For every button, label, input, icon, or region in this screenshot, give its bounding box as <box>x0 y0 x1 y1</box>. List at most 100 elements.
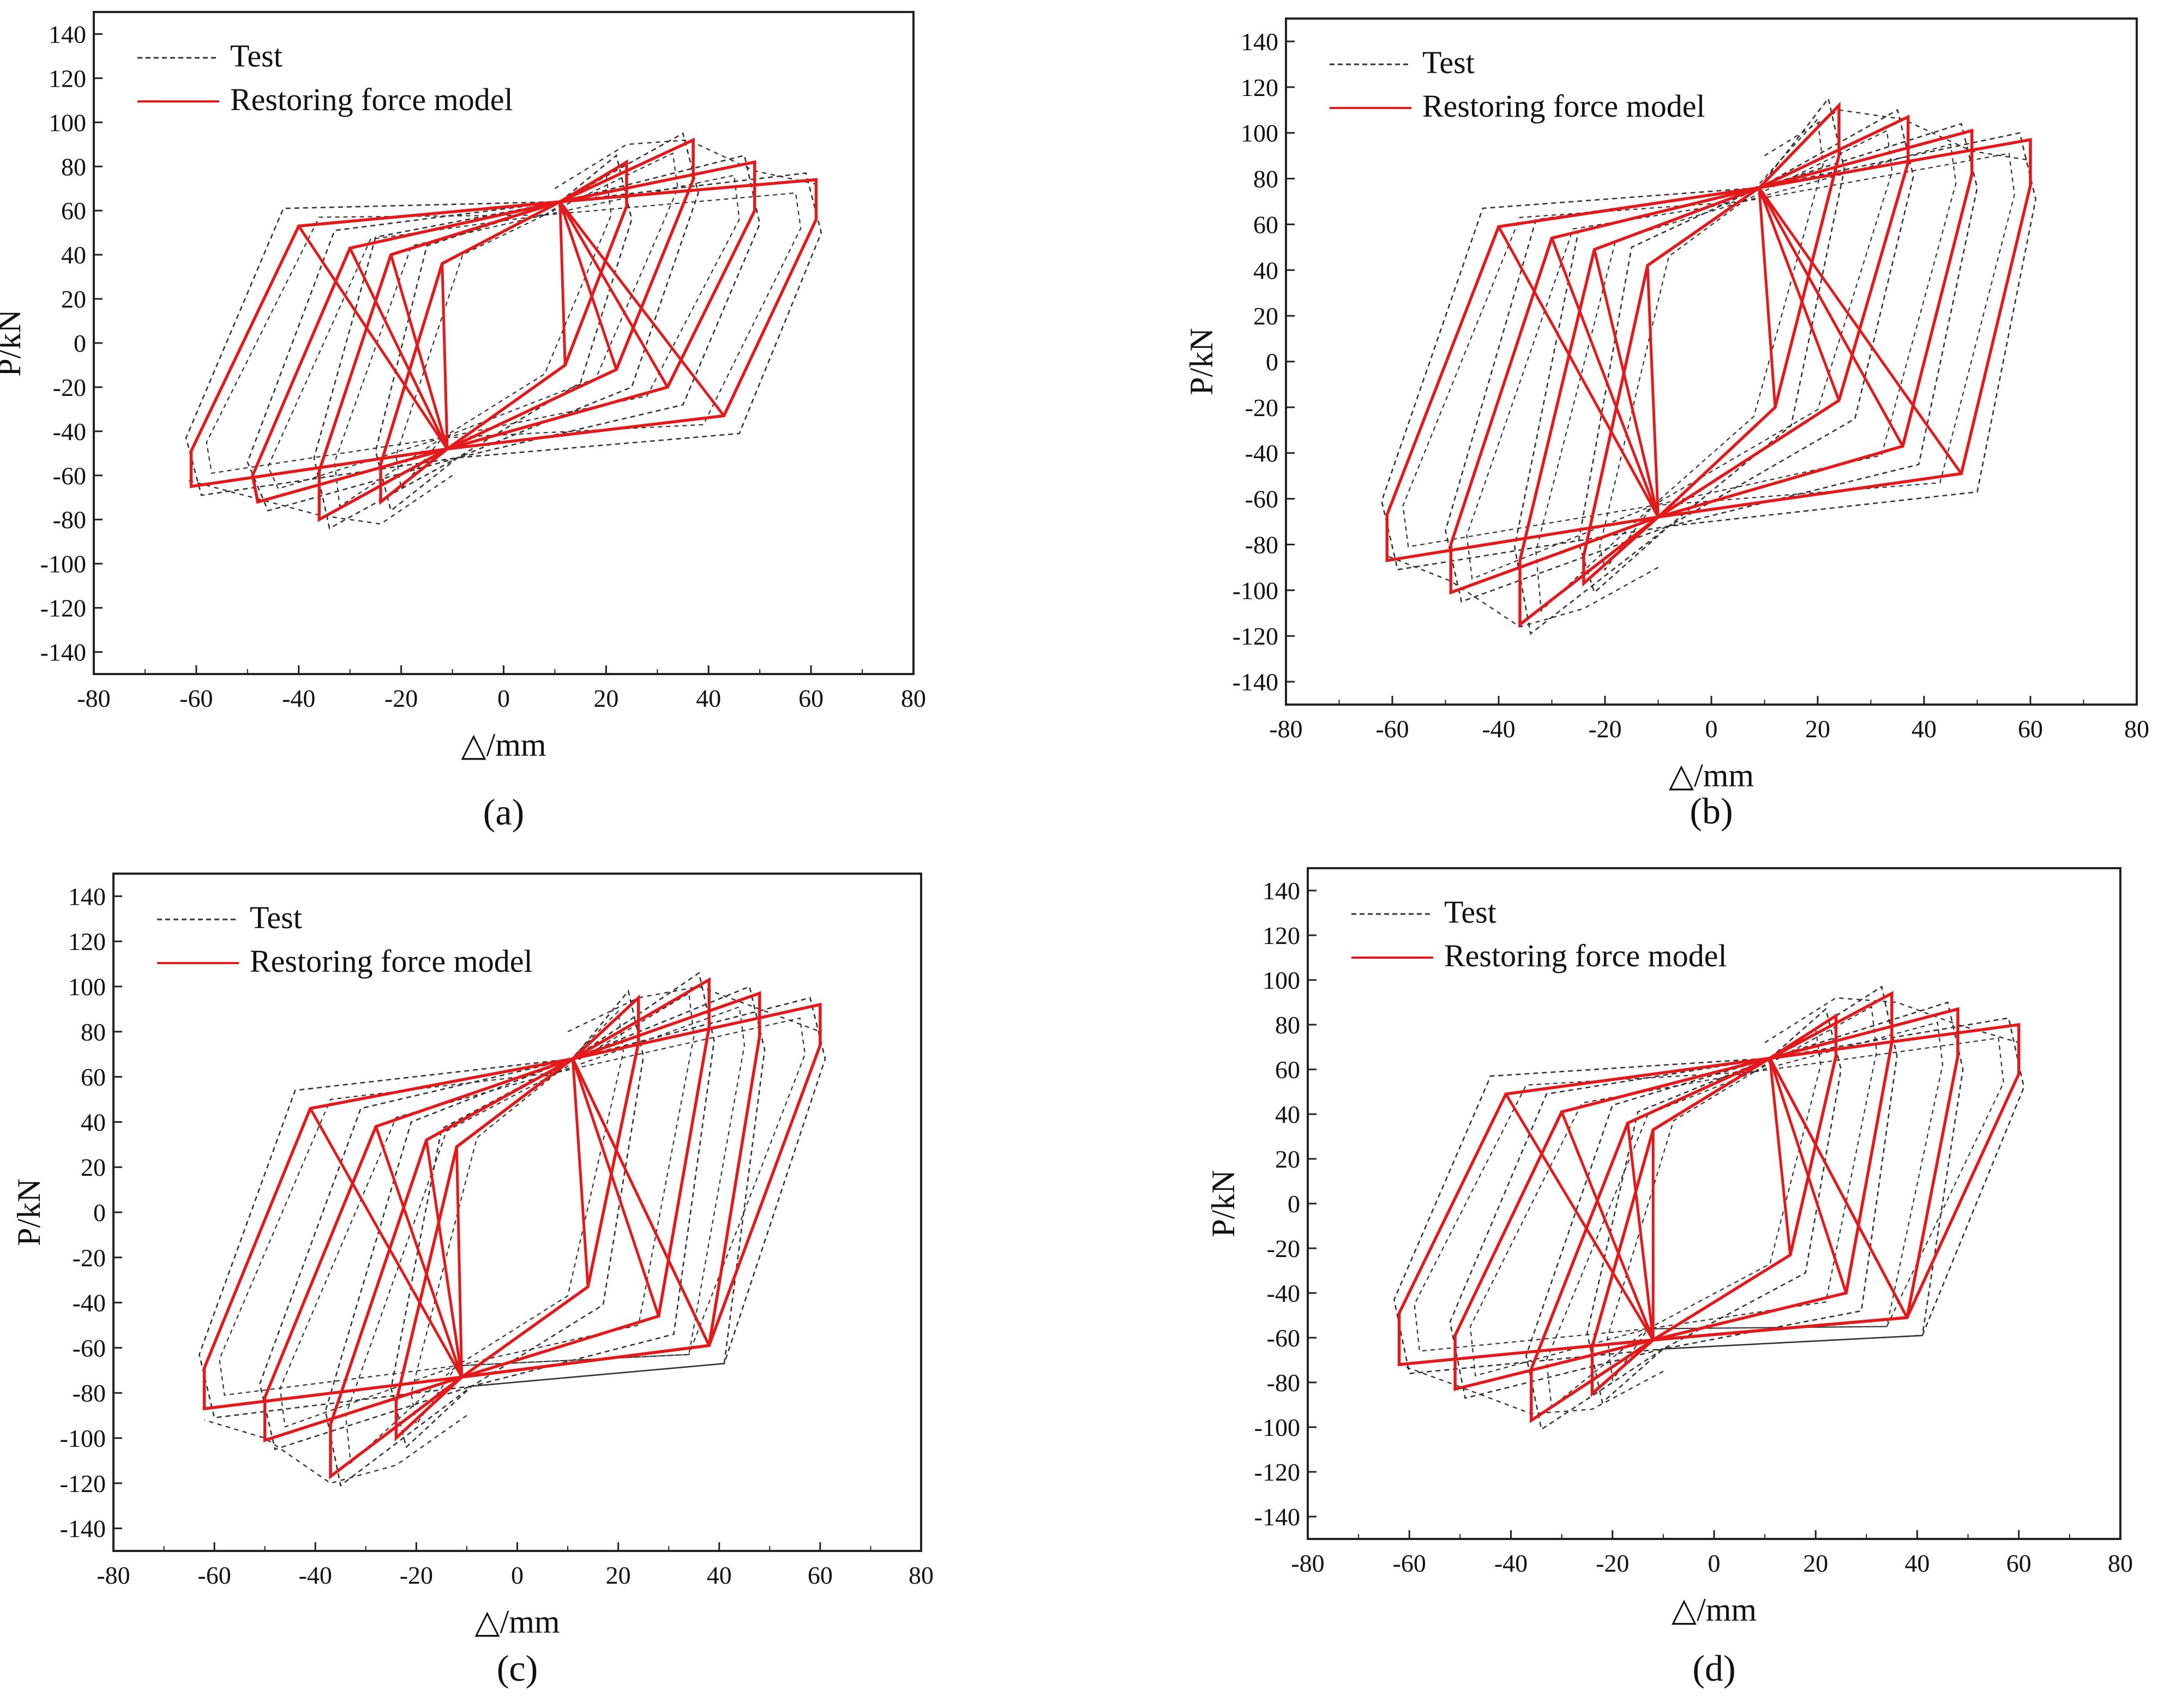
x-axis-title-a: △/mm <box>461 727 546 763</box>
test-loop-a-1 <box>313 132 699 530</box>
y-tick-label-c-4: 60 <box>81 1063 106 1091</box>
y-tick-label-c-2: 100 <box>68 973 106 1001</box>
model-recon-line-neg-b-1 <box>1593 249 1660 518</box>
y-tick-label-b-0: 140 <box>1241 28 1278 56</box>
y-tick-label-d-14: -140 <box>1254 1503 1300 1531</box>
plot-area-d: -80 -60 -40 -20 0 20 40 60 80 140 120 100 80 60 40 20 0 -… <box>1254 867 2133 1577</box>
y-tick-label-c-7: 0 <box>93 1199 106 1226</box>
model-recon-line-pos-b-3 <box>1758 187 1963 474</box>
test-loop-inner-b-3 <box>1402 153 2015 548</box>
test-loop-d-3 <box>1393 1017 2025 1375</box>
x-tick-label-b-6: 40 <box>1911 715 1937 743</box>
x-axis-title-b: △/mm <box>1669 757 1754 793</box>
x-tick-label-d-5: 20 <box>1803 1549 1828 1577</box>
chart-b: -80 -60 -40 -20 0 20 40 60 80 140 120 100 80 60 40 20 0 -… <box>1183 17 2149 832</box>
x-tick-label-d-0: -80 <box>1291 1549 1324 1577</box>
model-recon-line-neg-a-2 <box>348 247 449 450</box>
test-loop-c-2 <box>259 985 766 1451</box>
y-tick-label-d-6: 20 <box>1275 1145 1300 1173</box>
x-axis-title-c: △/mm <box>474 1604 560 1640</box>
model-recon-line-pos-a-1 <box>558 201 618 370</box>
y-tick-label-b-5: 40 <box>1253 256 1278 284</box>
x-tick-label-a-3: -20 <box>384 684 418 712</box>
y-tick-label-a-11: -80 <box>53 506 86 534</box>
y-tick-label-d-3: 80 <box>1275 1011 1300 1039</box>
x-tick-label-d-3: -20 <box>1596 1549 1629 1577</box>
model-recon-line-pos-a-0 <box>558 201 567 365</box>
y-tick-label-d-0: 140 <box>1263 877 1300 905</box>
model-recon-line-pos-c-1 <box>571 1058 660 1317</box>
y-tick-label-a-0: 140 <box>49 20 86 48</box>
y-axis-title-d: P/kN <box>1205 1170 1241 1237</box>
model-recon-line-pos-a-2 <box>558 201 669 388</box>
x-tick-label-c-2: -40 <box>299 1561 332 1589</box>
plot-area-c: -80 -60 -40 -20 0 20 40 60 80 140 120 100 80 60 40 20 0 -… <box>60 873 934 1589</box>
y-tick-label-a-2: 100 <box>49 109 86 136</box>
y-tick-label-a-1: 120 <box>49 64 86 92</box>
y-tick-label-b-8: -20 <box>1245 394 1278 422</box>
y-axis-title-a: P/kN <box>0 309 27 376</box>
panel-label-d: (d) <box>1692 1647 1735 1689</box>
y-tick-label-c-13: -120 <box>60 1470 106 1497</box>
y-tick-label-a-6: 20 <box>61 285 86 313</box>
model-recon-line-neg-a-1 <box>389 254 449 449</box>
model-recon-line-neg-c-1 <box>425 1140 464 1378</box>
x-tick-label-b-2: -40 <box>1482 715 1515 743</box>
legend-test-label-a: Test <box>230 38 282 74</box>
y-tick-label-a-4: 60 <box>61 197 86 225</box>
test-loop-b-3 <box>1381 132 2037 571</box>
x-axis-title-d: △/mm <box>1672 1592 1757 1628</box>
x-tick-label-c-8: 80 <box>909 1561 934 1589</box>
model-recon-line-neg-c-2 <box>374 1126 464 1378</box>
y-tick-label-c-9: -40 <box>73 1289 106 1317</box>
panel-label-c: (c) <box>497 1647 538 1689</box>
legend-test-label-b: Test <box>1422 45 1475 80</box>
model-recon-line-pos-d-0 <box>1768 1058 1792 1255</box>
y-tick-label-b-11: -80 <box>1245 531 1278 558</box>
x-tick-label-b-3: -20 <box>1588 715 1621 743</box>
y-tick-label-c-3: 80 <box>81 1018 106 1046</box>
y-tick-label-c-5: 40 <box>81 1108 106 1136</box>
y-tick-label-d-12: -100 <box>1254 1414 1300 1441</box>
y-tick-label-b-2: 100 <box>1241 119 1278 147</box>
x-tick-label-d-1: -60 <box>1393 1549 1426 1577</box>
y-tick-label-d-7: 0 <box>1288 1190 1300 1218</box>
y-tick-label-b-13: -120 <box>1233 622 1278 650</box>
y-tick-label-d-13: -120 <box>1254 1458 1300 1486</box>
model-recon-line-neg-b-2 <box>1550 237 1660 518</box>
y-tick-label-d-10: -60 <box>1267 1324 1300 1352</box>
x-tick-label-c-1: -60 <box>197 1561 231 1589</box>
model-recon-line-pos-a-3 <box>558 201 725 417</box>
y-tick-label-c-0: 140 <box>68 882 106 910</box>
x-tick-label-b-4: 0 <box>1705 715 1718 743</box>
y-tick-label-d-9: -40 <box>1267 1279 1300 1307</box>
x-tick-label-d-2: -40 <box>1494 1549 1528 1577</box>
legend-model-label-a: Restoring force model <box>230 82 513 117</box>
x-tick-label-b-8: 80 <box>2124 715 2149 743</box>
y-tick-label-a-13: -120 <box>40 594 86 622</box>
y-tick-label-b-9: -40 <box>1245 440 1278 467</box>
y-tick-label-a-14: -140 <box>40 639 86 666</box>
y-tick-label-d-1: 120 <box>1263 922 1300 949</box>
test-loop-b-2 <box>1445 123 1978 603</box>
legend-model-label-d: Restoring force model <box>1444 938 1727 973</box>
y-tick-label-c-11: -80 <box>73 1379 106 1407</box>
x-tick-label-d-4: 0 <box>1708 1549 1721 1577</box>
y-axis-title-c: P/kN <box>11 1178 47 1246</box>
model-recon-line-neg-c-0 <box>455 1146 464 1378</box>
model-recon-line-neg-c-3 <box>309 1108 463 1378</box>
x-tick-label-c-5: 20 <box>606 1561 631 1589</box>
x-tick-label-a-1: -60 <box>179 684 213 712</box>
model-recon-line-pos-d-1 <box>1769 1057 1848 1294</box>
x-tick-label-d-7: 60 <box>2006 1549 2031 1577</box>
y-tick-label-d-5: 40 <box>1275 1100 1300 1128</box>
legend-model-label-b: Restoring force model <box>1422 88 1705 124</box>
y-tick-label-a-5: 40 <box>61 241 86 269</box>
y-tick-label-a-10: -60 <box>53 462 86 490</box>
legend-test-label-c: Test <box>250 900 302 935</box>
y-tick-label-b-6: 20 <box>1253 302 1278 330</box>
y-tick-label-c-12: -100 <box>60 1424 106 1452</box>
x-tick-label-d-6: 40 <box>1905 1549 1930 1577</box>
